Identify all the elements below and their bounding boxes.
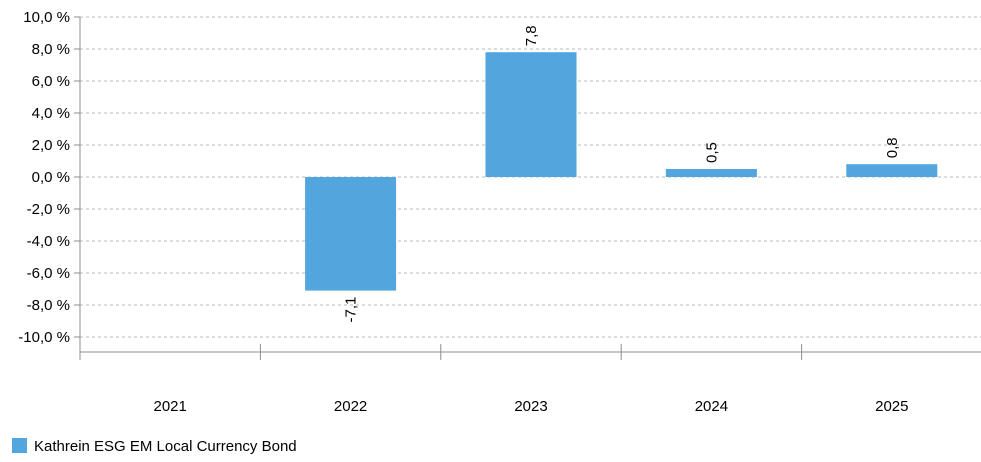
data-label-2022: -7,1 (343, 297, 360, 323)
x-label-2024: 2024 (695, 398, 728, 415)
bar-2024 (665, 169, 757, 177)
x-label-2025: 2025 (875, 398, 908, 415)
y-tick-labels: 10,0 % 8,0 % 6,0 % 4,0 % 2,0 % 0,0 % -2,0 % -4,… (18, 9, 70, 346)
bar-2022 (305, 177, 397, 291)
bar-2025 (846, 164, 938, 177)
bars (305, 52, 938, 291)
data-label-2024: 0,5 (703, 142, 720, 163)
legend: Kathrein ESG EM Local Currency Bond (12, 438, 297, 455)
y-tick-label: 4,0 % (32, 105, 70, 122)
y-tick-label: 6,0 % (32, 73, 70, 90)
bar-2023 (485, 52, 577, 178)
y-tick-label: -4,0 % (27, 233, 70, 250)
y-tick-label: -10,0 % (18, 329, 70, 346)
x-category-labels: 2021 2022 2023 2024 2025 (154, 398, 909, 415)
data-label-2023: 7,8 (523, 25, 540, 46)
axes (79, 17, 981, 360)
y-tick-label: -6,0 % (27, 265, 70, 282)
y-tick-label: 2,0 % (32, 137, 70, 154)
y-tick-label: 0,0 % (32, 169, 70, 186)
data-labels: -7,1 7,8 0,5 0,8 (343, 25, 901, 322)
y-tick-label: -8,0 % (27, 297, 70, 314)
legend-label: Kathrein ESG EM Local Currency Bond (34, 438, 297, 455)
x-label-2022: 2022 (334, 398, 367, 415)
x-label-2021: 2021 (154, 398, 187, 415)
y-tick-label: 8,0 % (32, 41, 70, 58)
y-tick-label: -2,0 % (27, 201, 70, 218)
y-tick-label: 10,0 % (23, 9, 70, 26)
x-label-2023: 2023 (514, 398, 547, 415)
legend-swatch (12, 438, 27, 453)
data-label-2025: 0,8 (884, 137, 901, 158)
